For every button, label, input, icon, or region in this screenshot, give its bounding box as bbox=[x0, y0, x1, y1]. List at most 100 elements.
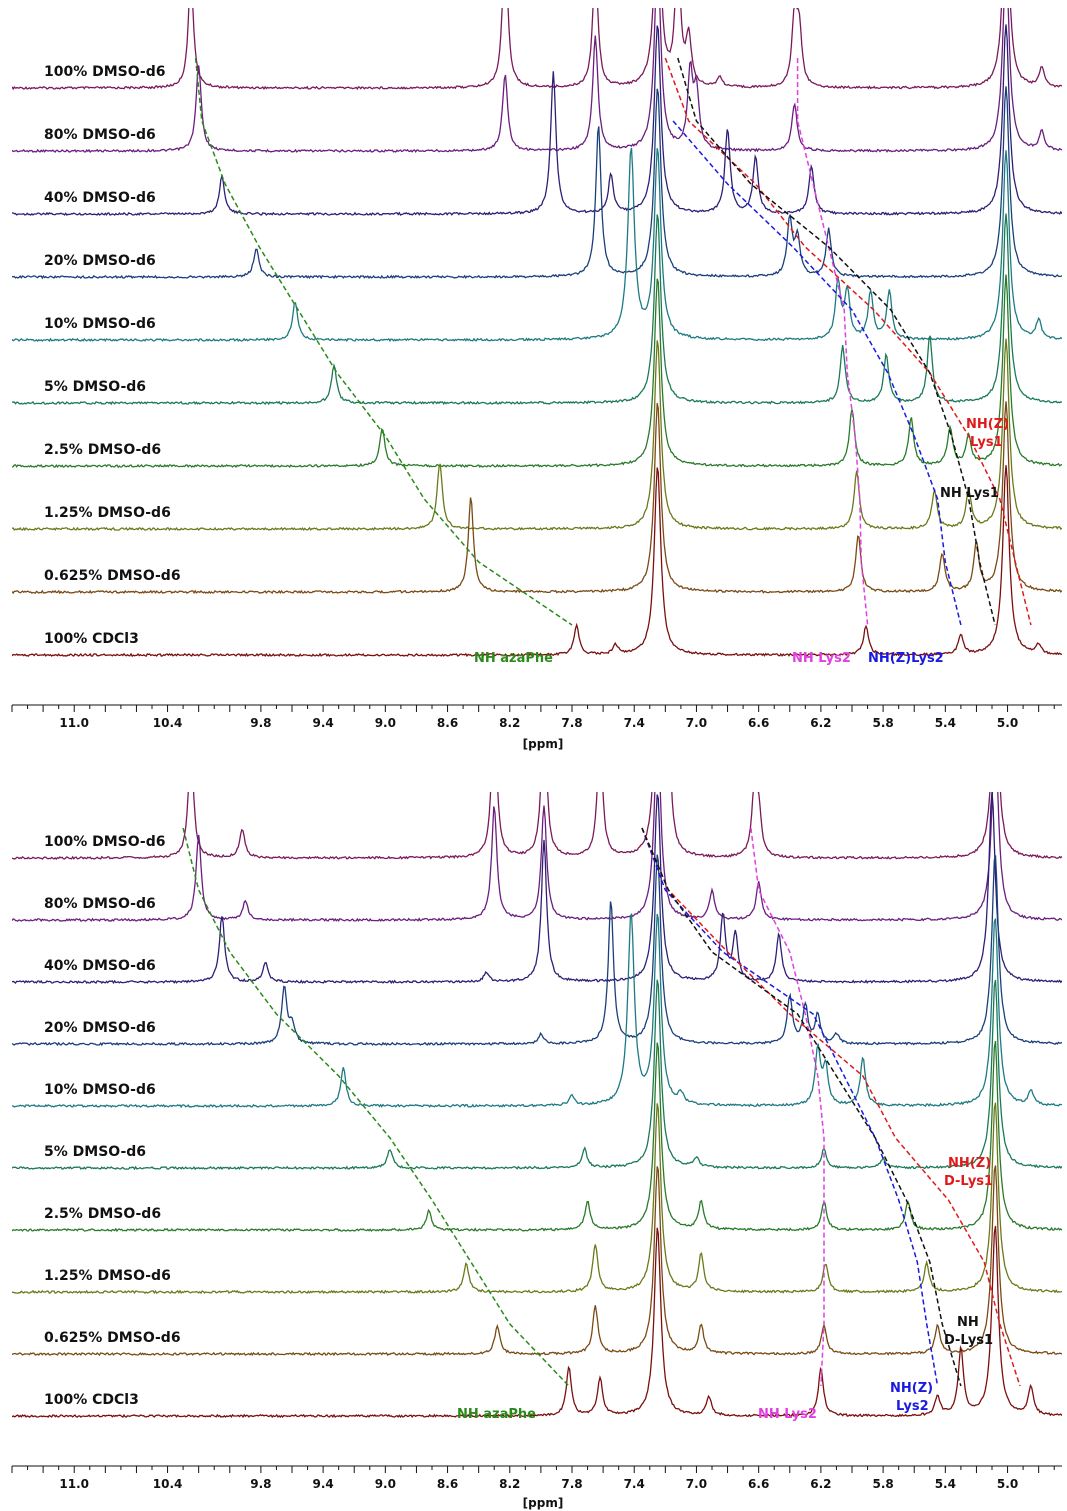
spectrum-trace bbox=[12, 854, 1062, 1047]
annotations-top: NH azaPhe NH Lys2 NH(Z)Lys2 NH Lys1 NH(Z… bbox=[474, 417, 1009, 666]
annotations-bottom: NH azaPhe NH Lys2 NH(Z) Lys2 NH D-Lys1 N… bbox=[457, 1156, 993, 1422]
series-label: 1.25% DMSO-d6 bbox=[44, 1268, 171, 1284]
x-axis-bottom: 11.0 10.4 9.8 9.4 9.0 8.6 8.2 7.8 7.4 7.0 6.6 6.2 5.… bbox=[11, 1465, 1062, 1491]
spectrum-trace bbox=[12, 465, 1062, 658]
spectrum-trace bbox=[12, 1165, 1062, 1357]
annotation-nh-azaphe: NH azaPhe bbox=[457, 1407, 536, 1422]
annotation-nhz-lys2: NH(Z)Lys2 bbox=[868, 651, 944, 666]
annotation-nhz-lys1-a: NH(Z) bbox=[966, 417, 1009, 432]
series-label: 2.5% DMSO-d6 bbox=[44, 442, 161, 458]
series-label: 100% DMSO-d6 bbox=[44, 834, 166, 850]
x-tick-label: 9.0 bbox=[375, 716, 396, 730]
x-tick-label: 8.6 bbox=[437, 716, 458, 730]
spectra-traces-bottom bbox=[12, 792, 1062, 1419]
trend-lines-top bbox=[194, 57, 1032, 626]
spectrum-trace bbox=[12, 24, 1062, 217]
x-tick-label: 5.4 bbox=[935, 1477, 956, 1491]
x-tick-label: 9.8 bbox=[250, 1477, 271, 1491]
series-labels-top: 100% DMSO-d6 80% DMSO-d6 40% DMSO-d6 20% DM… bbox=[44, 64, 181, 647]
series-label: 10% DMSO-d6 bbox=[44, 1082, 156, 1098]
series-label: 20% DMSO-d6 bbox=[44, 1020, 156, 1036]
x-tick-label: 9.8 bbox=[250, 716, 271, 730]
trend-line bbox=[750, 827, 825, 1387]
x-tick-label: 7.4 bbox=[624, 1477, 645, 1491]
x-tick-label: 7.8 bbox=[561, 716, 582, 730]
series-label: 80% DMSO-d6 bbox=[44, 127, 156, 143]
series-label: 100% DMSO-d6 bbox=[44, 64, 166, 80]
spectrum-trace bbox=[12, 792, 1062, 860]
x-tick-label: 6.6 bbox=[748, 716, 769, 730]
trend-line bbox=[641, 827, 1021, 1387]
x-tick-label: 5.4 bbox=[935, 716, 956, 730]
x-tick-label: 5.8 bbox=[872, 1477, 893, 1491]
spectrum-trace bbox=[12, 401, 1062, 595]
x-tick-label: 10.4 bbox=[153, 716, 183, 730]
annotation-nh-lys2: NH Lys2 bbox=[758, 1407, 817, 1422]
series-label: 80% DMSO-d6 bbox=[44, 896, 156, 912]
x-tick-label: 7.4 bbox=[624, 716, 645, 730]
spectrum-trace bbox=[12, 1225, 1062, 1419]
spectrum-trace bbox=[12, 792, 1062, 923]
x-tick-label: 6.2 bbox=[810, 716, 831, 730]
series-label: 2.5% DMSO-d6 bbox=[44, 1206, 161, 1222]
annotation-nh-azaphe: NH azaPhe bbox=[474, 651, 553, 666]
x-tick-label: 9.0 bbox=[375, 1477, 396, 1491]
spectrum-trace bbox=[12, 274, 1062, 469]
spectrum-trace bbox=[12, 979, 1062, 1171]
spectrum-trace bbox=[12, 147, 1062, 343]
x-tick-label: 5.8 bbox=[872, 716, 893, 730]
x-axis-label-bottom: [ppm] bbox=[523, 1496, 564, 1510]
x-tick-label: 11.0 bbox=[59, 1477, 89, 1491]
spectrum-trace bbox=[12, 1102, 1062, 1295]
series-label: 100% CDCl3 bbox=[44, 1392, 139, 1408]
x-tick-label: 5.0 bbox=[997, 716, 1018, 730]
series-label: 1.25% DMSO-d6 bbox=[44, 505, 171, 521]
annotation-nhz-lys1-b: Lys1 bbox=[970, 435, 1003, 450]
series-label: 5% DMSO-d6 bbox=[44, 1144, 146, 1160]
trend-lines-bottom bbox=[182, 827, 1021, 1387]
series-label: 100% CDCl3 bbox=[44, 631, 139, 647]
trend-line bbox=[194, 57, 573, 626]
annotation-nhz-lys2-b: Lys2 bbox=[896, 1399, 929, 1414]
x-tick-label: 8.2 bbox=[499, 1477, 520, 1491]
x-axis-top: 11.0 10.4 9.8 9.4 9.0 8.6 8.2 7.8 7.4 7.0 6.6 6.2 5.… bbox=[11, 704, 1062, 730]
annotation-nh-dlys1-b: D-Lys1 bbox=[944, 1333, 993, 1348]
trend-line bbox=[664, 57, 1032, 626]
x-tick-label: 9.4 bbox=[312, 716, 333, 730]
x-tick-label: 11.0 bbox=[59, 716, 89, 730]
trend-line bbox=[182, 827, 570, 1387]
series-label: 20% DMSO-d6 bbox=[44, 253, 156, 269]
x-tick-label: 8.6 bbox=[437, 1477, 458, 1491]
x-tick-label: 7.0 bbox=[686, 1477, 707, 1491]
trend-line bbox=[796, 58, 869, 626]
trend-line bbox=[641, 827, 962, 1387]
x-axis-label-top: [ppm] bbox=[523, 737, 564, 751]
annotation-nhz-dlys1-b: D-Lys1 bbox=[944, 1174, 993, 1189]
x-tick-label: 5.0 bbox=[997, 1477, 1018, 1491]
nmr-panel-bottom: 100% DMSO-d6 80% DMSO-d6 40% DMSO-d6 20% DM… bbox=[11, 792, 1062, 1510]
series-label: 40% DMSO-d6 bbox=[44, 190, 156, 206]
annotation-nh-dlys1-a: NH bbox=[957, 1315, 979, 1330]
trend-line bbox=[641, 827, 939, 1387]
nmr-panel-top: 100% DMSO-d6 80% DMSO-d6 40% DMSO-d6 20% DM… bbox=[11, 8, 1062, 751]
spectrum-trace bbox=[12, 8, 1062, 154]
series-label: 0.625% DMSO-d6 bbox=[44, 1330, 181, 1346]
trend-line bbox=[677, 57, 996, 626]
spectrum-trace bbox=[12, 86, 1062, 280]
spectra-traces-top bbox=[12, 8, 1062, 658]
x-tick-label: 8.2 bbox=[499, 716, 520, 730]
x-tick-label: 6.6 bbox=[748, 1477, 769, 1491]
x-tick-label: 7.8 bbox=[561, 1477, 582, 1491]
x-tick-label: 6.2 bbox=[810, 1477, 831, 1491]
series-label: 5% DMSO-d6 bbox=[44, 379, 146, 395]
x-tick-label: 10.4 bbox=[153, 1477, 183, 1491]
x-tick-label: 7.0 bbox=[686, 716, 707, 730]
x-tick-label: 9.4 bbox=[312, 1477, 333, 1491]
spectrum-trace bbox=[12, 338, 1062, 532]
annotation-nhz-lys2-a: NH(Z) bbox=[890, 1381, 933, 1396]
series-labels-bottom: 100% DMSO-d6 80% DMSO-d6 40% DMSO-d6 20% DM… bbox=[44, 834, 181, 1408]
series-label: 40% DMSO-d6 bbox=[44, 958, 156, 974]
spectrum-trace bbox=[12, 213, 1062, 406]
series-label: 0.625% DMSO-d6 bbox=[44, 568, 181, 584]
